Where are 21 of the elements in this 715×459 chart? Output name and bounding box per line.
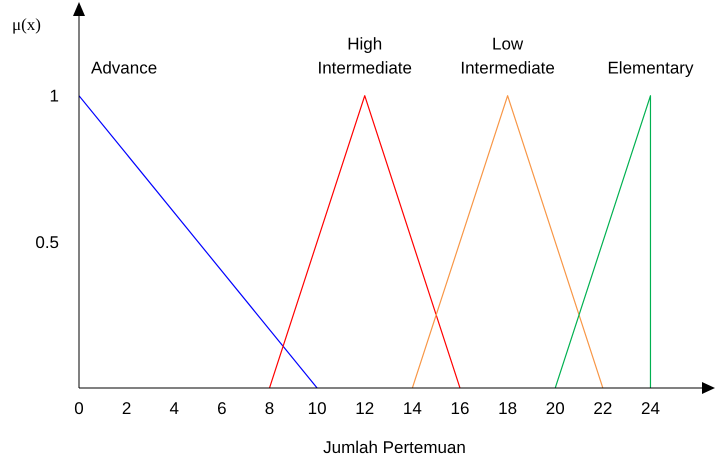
x-tick-label: 2	[122, 399, 132, 418]
x-tick-label: 8	[264, 399, 274, 418]
x-tick-label: 16	[450, 399, 470, 418]
x-tick-label: 12	[355, 399, 374, 418]
x-tick-label: 4	[170, 399, 179, 418]
x-tick-label: 14	[402, 399, 422, 418]
y-tick-label: 1	[50, 86, 59, 106]
x-axis-title: Jumlah Pertemuan	[323, 438, 466, 457]
y-axis-title: μ(x)	[12, 15, 41, 34]
x-tick-label: 6	[217, 399, 227, 418]
x-tick-label: 10	[308, 399, 327, 418]
x-tick-label: 24	[641, 399, 660, 418]
text: Low Intermediate	[460, 34, 555, 78]
series-label: Advance	[91, 58, 158, 78]
x-tick-label: 22	[593, 399, 612, 418]
x-tick-label: 0	[74, 399, 84, 418]
y-tick-label: 0.5	[35, 232, 59, 252]
series-label: Elementary	[607, 58, 694, 78]
text: High Intermediate	[317, 34, 412, 78]
x-tick-label: 20	[546, 399, 565, 418]
x-tick-label: 18	[498, 399, 518, 418]
